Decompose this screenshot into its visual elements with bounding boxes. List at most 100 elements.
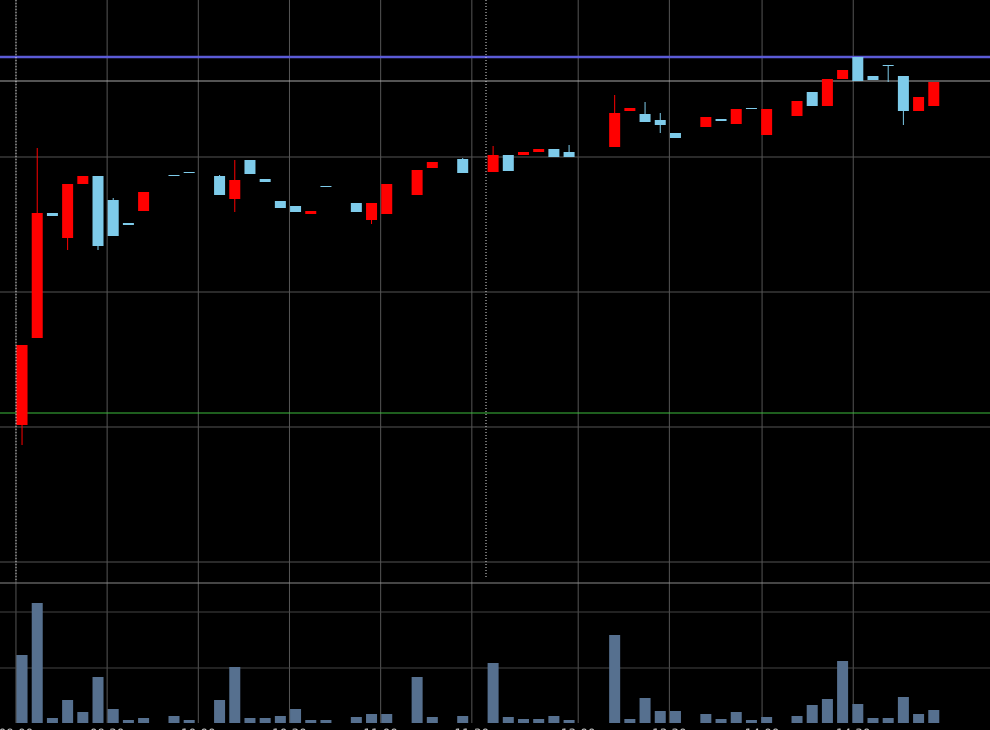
candle-body [62,184,74,238]
candle-body [122,223,134,225]
volume-bar [411,677,423,723]
volume-bar [502,717,514,723]
volume-bar [913,714,925,723]
volume-bar [548,716,560,723]
candle-body [745,108,757,109]
volume-bar [305,720,317,723]
candle-body [487,155,499,172]
volume-bar [320,720,332,723]
volume-bar [244,718,256,723]
candle-body [426,162,438,168]
candle-body [730,109,742,124]
volume-bar [290,709,302,723]
candle-body [791,101,803,116]
x-tick-label: 13:30 [652,727,687,730]
candle-body [821,79,833,106]
candle-body [715,119,727,121]
candle-body [16,345,28,425]
volume-bar [745,720,757,723]
candle-body [548,149,560,157]
candle-body [639,114,651,122]
volume-bar [669,711,681,723]
candle-body [305,211,317,214]
x-tick-label: 11:30 [455,727,490,730]
volume-bar [654,711,666,723]
candle-body [837,70,849,79]
volume-bar [533,719,545,723]
candle-body [411,170,423,195]
candle-body [563,152,575,157]
candle-body [700,117,712,127]
candle-body [624,108,636,111]
volume-bar [715,719,727,723]
candle-body [381,184,393,214]
candle-body [852,57,864,81]
candle-body [669,133,681,138]
volume-bar [457,716,469,723]
volume-bar [761,717,773,723]
volume-bar [62,700,74,723]
volume-bar [31,603,43,723]
volume-bar [107,709,119,723]
volume-bar [214,700,226,723]
volume-bar [274,716,286,723]
candle-body [609,113,621,147]
volume-bar [426,717,438,723]
x-tick-label: 10:30 [272,727,307,730]
candle-body [928,82,940,106]
volume-bar [487,663,499,723]
x-tick-label: 11:00 [363,727,398,730]
candle-body [290,206,302,212]
volume-bar [806,705,818,723]
volume-bar [609,635,621,723]
candle-body [897,76,909,111]
candle-body [533,149,545,152]
volume-bar [852,704,864,723]
candle-body [244,160,256,174]
candle-body [259,179,271,182]
volume-bar [168,716,180,723]
volume-bar [16,655,28,723]
volume-bar [92,677,104,723]
candle-body [502,155,514,171]
volume-bar [639,698,651,723]
volume-bar [350,717,362,723]
candle-body [882,65,894,66]
volume-bar [183,720,195,723]
volume-bar [517,719,529,723]
candle-body [107,200,119,236]
volume-bar [138,718,150,723]
volume-bar [897,697,909,723]
volume-bar [730,712,742,723]
volume-bar [122,720,134,723]
x-tick-label: 13:00 [561,727,596,730]
candle-body [138,192,150,211]
candle-body [214,176,226,195]
volume-bar [700,714,712,723]
volume-bar [821,699,833,723]
marks [16,57,940,723]
x-tick-label: 10:00 [181,727,216,730]
x-tick-label: 14:30 [836,727,871,730]
volume-bar [229,667,241,723]
volume-bar [563,720,575,723]
candle-body [913,97,925,111]
x-tick-label: 09:00 [0,727,33,730]
volume-bar [259,718,271,723]
candle-body [761,109,773,135]
x-tick-label: 14:00 [745,727,780,730]
volume-bar [867,718,879,723]
candle-body [350,203,362,212]
candle-body [31,213,43,338]
candle-body [274,201,286,208]
candle-body [806,92,818,106]
volume-bar [77,712,89,723]
candle-body [92,176,104,246]
candle-body [183,172,195,173]
candle-body [366,203,378,220]
candle-body [320,186,332,187]
volume-bar [624,719,636,723]
